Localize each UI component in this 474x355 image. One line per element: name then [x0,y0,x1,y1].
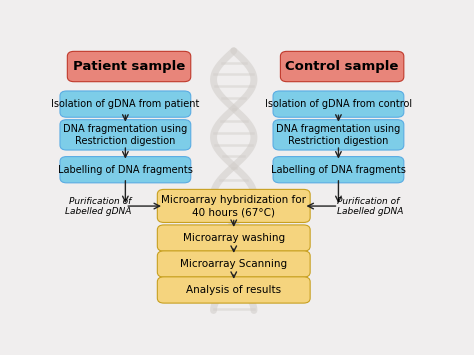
Text: Analysis of results: Analysis of results [186,285,281,295]
FancyBboxPatch shape [273,157,404,183]
Text: DNA fragmentation using
Restriction digestion: DNA fragmentation using Restriction dige… [276,124,401,146]
FancyBboxPatch shape [281,51,404,82]
Text: Isolation of gDNA from control: Isolation of gDNA from control [265,99,412,109]
FancyBboxPatch shape [273,91,404,117]
Text: DNA fragmentation using
Restriction digestion: DNA fragmentation using Restriction dige… [63,124,188,146]
Text: Microarray washing: Microarray washing [182,233,285,243]
FancyBboxPatch shape [60,120,191,150]
Text: Microarray hybridization for
40 hours (67°C): Microarray hybridization for 40 hours (6… [161,195,306,217]
FancyBboxPatch shape [60,157,191,183]
FancyBboxPatch shape [157,189,310,223]
Text: Purification of
Labelled gDNA: Purification of Labelled gDNA [337,197,403,216]
FancyBboxPatch shape [157,277,310,303]
FancyBboxPatch shape [157,251,310,277]
Text: Isolation of gDNA from patient: Isolation of gDNA from patient [51,99,200,109]
Text: Patient sample: Patient sample [73,60,185,73]
FancyBboxPatch shape [67,51,191,82]
Text: Labelling of DNA fragments: Labelling of DNA fragments [271,165,406,175]
Text: Labelling of DNA fragments: Labelling of DNA fragments [58,165,193,175]
Text: Control sample: Control sample [285,60,399,73]
FancyBboxPatch shape [60,91,191,117]
Text: Purification of
Labelled gDNA: Purification of Labelled gDNA [64,197,131,216]
FancyBboxPatch shape [273,120,404,150]
Text: Microarray Scanning: Microarray Scanning [180,259,287,269]
FancyBboxPatch shape [157,225,310,251]
